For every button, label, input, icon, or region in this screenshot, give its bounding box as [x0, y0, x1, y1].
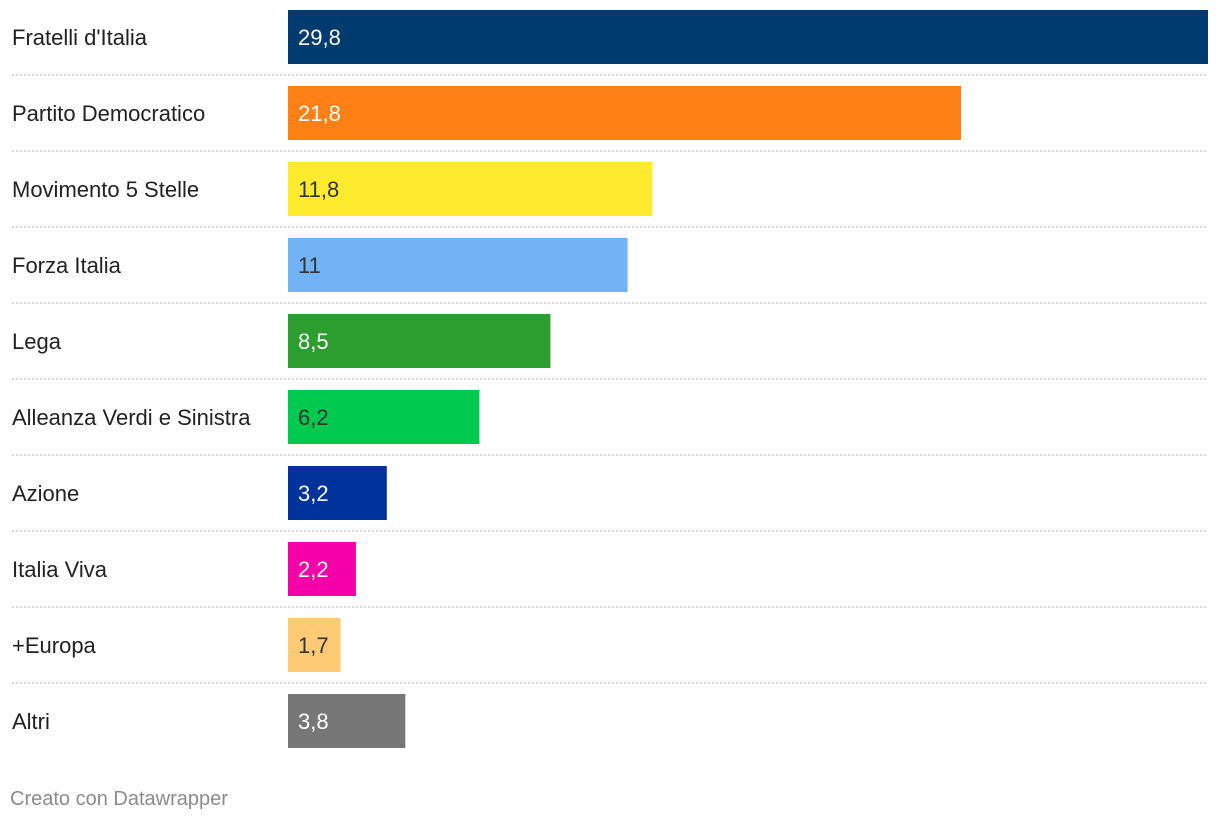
- bar-alleanza-verdi-e-sinistra[interactable]: [288, 390, 480, 444]
- bar-lega[interactable]: [288, 314, 551, 368]
- bar-italia-viva[interactable]: [288, 542, 356, 596]
- value-label-altri: 3,8: [298, 709, 329, 734]
- datawrapper-credit[interactable]: Creato con Datawrapper: [10, 788, 228, 810]
- bar-fratelli-d-italia[interactable]: [288, 10, 1208, 64]
- category-label-alleanza-verdi-e-sinistra: Alleanza Verdi e Sinistra: [12, 405, 251, 430]
- category-label-fratelli-d-italia: Fratelli d'Italia: [12, 25, 148, 50]
- value-label-movimento-5-stelle: 11,8: [298, 177, 339, 202]
- value-label-alleanza-verdi-e-sinistra: 6,2: [298, 405, 329, 430]
- category-label-movimento-5-stelle: Movimento 5 Stelle: [12, 177, 199, 202]
- value-label-azione: 3,2: [298, 481, 329, 506]
- category-label-azione: Azione: [12, 481, 79, 506]
- category-label-europa: +Europa: [12, 633, 97, 658]
- value-label-europa: 1,7: [298, 633, 329, 658]
- value-label-lega: 8,5: [298, 329, 329, 354]
- value-label-italia-viva: 2,2: [298, 557, 329, 582]
- bar-chart: Fratelli d'Italia 29,8 Partito Democratico…: [12, 10, 1208, 748]
- bar-movimento-5-stelle[interactable]: [288, 162, 653, 216]
- bar-forza-italia[interactable]: [288, 238, 628, 292]
- value-label-partito-democratico: 21,8: [298, 101, 341, 126]
- category-label-italia-viva: Italia Viva: [12, 557, 108, 582]
- bar-azione[interactable]: [288, 466, 387, 520]
- bar-partito-democratico[interactable]: [288, 86, 962, 140]
- value-label-forza-italia: 11: [298, 253, 321, 278]
- bar-europa[interactable]: [288, 618, 341, 672]
- category-label-forza-italia: Forza Italia: [12, 253, 122, 278]
- bar-altri[interactable]: [288, 694, 406, 748]
- value-label-fratelli-d-italia: 29,8: [298, 25, 341, 50]
- category-label-partito-democratico: Partito Democratico: [12, 101, 205, 126]
- category-label-altri: Altri: [12, 709, 50, 734]
- category-label-lega: Lega: [12, 329, 62, 354]
